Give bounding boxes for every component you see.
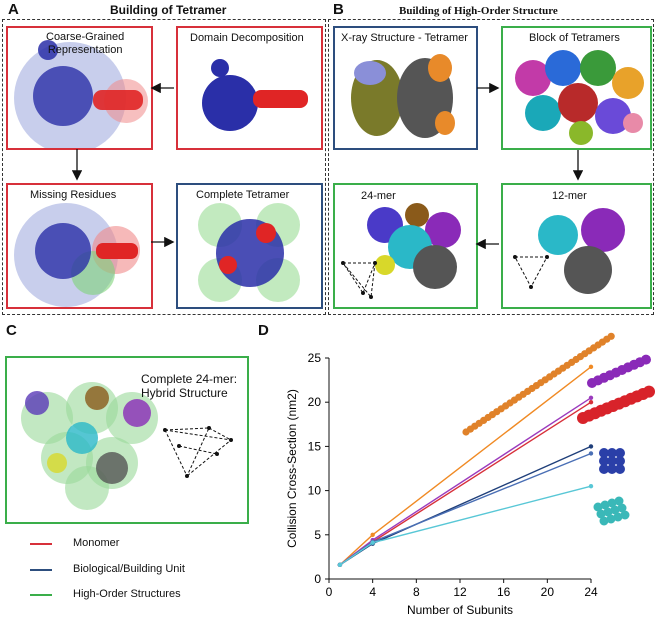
legend-swatch-high-order: [30, 594, 52, 596]
shape-bead: [607, 464, 617, 474]
shape-bead: [599, 464, 609, 474]
block-of-tetramers-box: Block of Tetramers: [501, 26, 652, 150]
x-tick-label: 20: [541, 585, 555, 599]
shape-bead: [620, 510, 630, 520]
legend-label-monomer: Monomer: [73, 537, 120, 549]
y-tick-label: 25: [308, 351, 322, 365]
data-point-cyan: [588, 483, 594, 489]
mer12-box: 12-mer: [501, 183, 652, 309]
mer12-illustration: [513, 208, 625, 294]
legend-swatch-monomer: [30, 543, 52, 545]
shape-bead: [643, 385, 655, 398]
mer24-title: 24-mer: [361, 190, 396, 202]
y-axis-label: Collision Cross-Section (nm2): [285, 389, 299, 548]
legend-swatch-building-unit: [30, 569, 52, 571]
xray-structure-title: X-ray Structure - Tetramer: [341, 32, 468, 44]
shape-bead: [603, 507, 613, 517]
x-tick-label: 4: [369, 585, 376, 599]
shape-bead: [607, 498, 617, 508]
data-point-orange: [370, 532, 375, 537]
hybrid-24mer-title: Complete 24-mer: Hybrid Structure: [141, 372, 238, 400]
shape-bead: [610, 505, 620, 515]
complete-tetramer-box: Complete Tetramer: [176, 183, 323, 309]
shape-bead: [600, 500, 610, 510]
coarse-grained-title: Coarse-Grained Representation: [46, 31, 125, 56]
x-tick-label: 8: [413, 585, 420, 599]
y-tick-label: 20: [308, 395, 322, 409]
data-point-cyan: [370, 540, 375, 545]
panel-a-letter: A: [8, 1, 19, 18]
domain-decomposition-title: Domain Decomposition: [190, 32, 304, 44]
complete-tetramer-illustration: [198, 203, 300, 302]
panel-b-header: Building of High-Order Structure: [399, 5, 558, 17]
shape-bead: [596, 509, 606, 519]
shape-bead: [599, 456, 609, 466]
panel-a-arrows: [71, 82, 175, 248]
block-of-tetramers-illustration: [515, 50, 644, 145]
panel-a-frame: [2, 19, 326, 315]
x-tick-label: 24: [584, 585, 598, 599]
shape-bead: [607, 456, 617, 466]
panel-c-letter: C: [6, 322, 17, 339]
x-tick-label: 16: [497, 585, 511, 599]
data-point-cyan: [337, 562, 343, 568]
shape-bead: [615, 456, 625, 466]
shape-bead: [617, 503, 627, 513]
data-point-orange: [588, 364, 594, 370]
x-tick-label: 0: [326, 585, 333, 599]
series-line-blue: [339, 452, 592, 566]
mer24-box: 24-mer: [333, 183, 478, 309]
shape-bead: [615, 464, 625, 474]
missing-residues-title: Missing Residues: [30, 189, 117, 201]
complete-tetramer-title: Complete Tetramer: [196, 189, 290, 201]
y-tick-label: 5: [314, 528, 321, 542]
shape-illustrations: [462, 332, 655, 526]
panel-b-arrows: [475, 82, 584, 250]
shape-bead: [615, 448, 625, 458]
missing-residues-illustration: [14, 203, 140, 307]
domain-decomposition-illustration: [202, 59, 308, 131]
shape-bead: [599, 516, 609, 526]
panel-b-frame: [328, 19, 654, 315]
coarse-grained-illustration: [14, 40, 148, 148]
coarse-grained-box: Coarse-Grained Representation: [6, 26, 153, 150]
legend-label-building-unit: Biological/Building Unit: [73, 563, 185, 575]
panel-d-letter: D: [258, 322, 269, 339]
data-point-navy: [588, 444, 594, 449]
x-tick-label: 12: [453, 585, 467, 599]
y-tick-label: 0: [314, 572, 321, 586]
shape-bead: [599, 448, 609, 458]
x-axis-label: Number of Subunits: [407, 603, 513, 617]
missing-residues-box: Missing Residues: [6, 183, 153, 309]
data-point-purple: [588, 395, 594, 400]
y-tick-label: 15: [308, 439, 322, 453]
series-line-orange: [339, 366, 592, 566]
mer24-illustration: [341, 203, 461, 299]
data-point-red: [588, 400, 594, 405]
data-point-blue: [588, 451, 594, 456]
shape-bead: [641, 354, 651, 365]
mer12-title: 12-mer: [552, 190, 587, 202]
shape-bead: [613, 512, 623, 522]
xray-structure-illustration: [351, 54, 455, 138]
y-tick-label: 10: [308, 484, 322, 498]
hybrid-24mer-illustration: [21, 382, 233, 510]
series-line-cyan: [339, 485, 592, 566]
panel-a-header: Building of Tetramer: [110, 3, 227, 17]
shape-bead: [607, 332, 615, 340]
hybrid-24mer-box: Complete 24-mer: Hybrid Structure: [5, 356, 249, 524]
legend-label-high-order: High-Order Structures: [73, 588, 181, 600]
block-of-tetramers-title: Block of Tetramers: [529, 32, 620, 44]
shape-bead: [606, 514, 616, 524]
domain-decomposition-box: Domain Decomposition: [176, 26, 323, 150]
shape-bead: [593, 502, 603, 512]
shape-bead: [614, 496, 624, 506]
panel-b-letter: B: [333, 1, 344, 18]
shape-bead: [607, 448, 617, 458]
xray-structure-box: X-ray Structure - Tetramer: [333, 26, 478, 150]
